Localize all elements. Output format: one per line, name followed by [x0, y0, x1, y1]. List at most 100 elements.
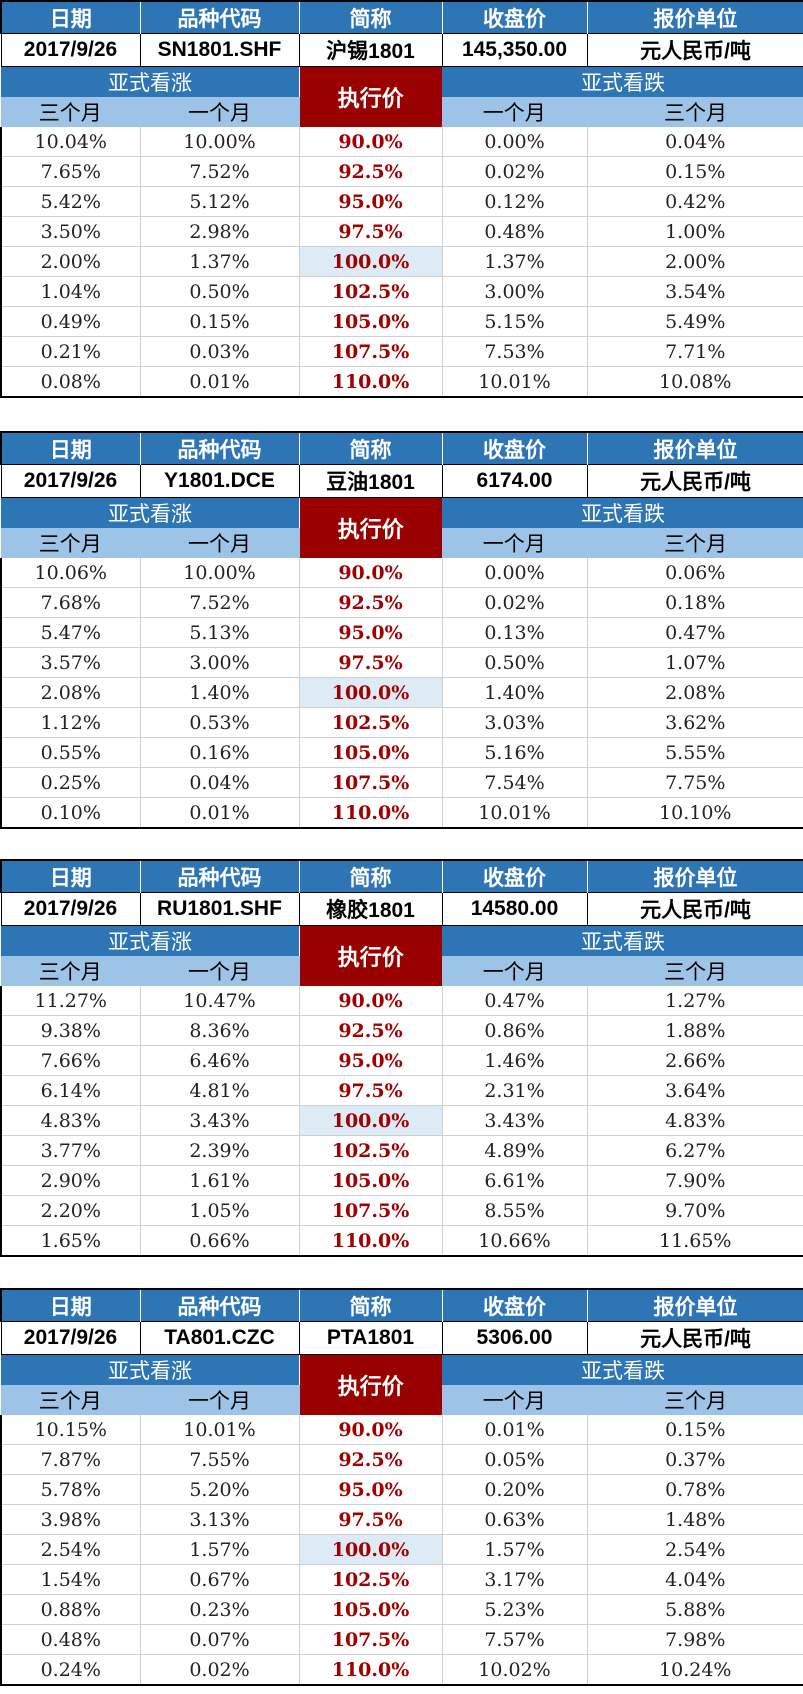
- call-3m-cell: 7.87%: [0, 1444, 141, 1475]
- call-3m-cell: 2.08%: [0, 677, 141, 708]
- call-3m-cell: 7.68%: [0, 587, 141, 618]
- call-1m-cell: 1.57%: [140, 1534, 300, 1565]
- call-1m-cell: 0.16%: [140, 737, 300, 768]
- call-3m-cell: 5.78%: [0, 1474, 141, 1505]
- put-3m-cell: 0.47%: [587, 617, 803, 648]
- date-value: 2017/9/26: [0, 892, 141, 926]
- code-header: 品种代码: [139, 1288, 300, 1322]
- put-1m-cell: 0.50%: [442, 647, 588, 678]
- table-row: 6.14% 4.81% 97.5% 2.31% 3.64%: [0, 1075, 803, 1106]
- strike-cell: 90.0%: [299, 558, 443, 588]
- put-group-header: 亚式看跌: [442, 925, 803, 956]
- call-3m-cell: 0.88%: [0, 1594, 141, 1625]
- strike-cell: 92.5%: [299, 587, 443, 618]
- call-3m-cell: 10.15%: [0, 1415, 141, 1445]
- header-row: 日期 品种代码 简称 收盘价 报价单位: [0, 1288, 803, 1322]
- put-3m-cell: 10.08%: [587, 366, 803, 398]
- call-1m-cell: 5.20%: [140, 1474, 300, 1505]
- strike-header: 执行价: [299, 497, 442, 558]
- put-3m-cell: 0.15%: [587, 1415, 803, 1445]
- strike-cell: 102.5%: [299, 707, 443, 738]
- call-3m-cell: 1.04%: [0, 276, 141, 307]
- call-1m-cell: 0.67%: [140, 1564, 300, 1595]
- call-3m-cell: 3.50%: [0, 216, 141, 247]
- close-header: 收盘价: [441, 859, 588, 893]
- put-3m-cell: 7.71%: [587, 336, 803, 367]
- table-row: 2.20% 1.05% 107.5% 8.55% 9.70%: [0, 1195, 803, 1226]
- table-row: 0.21% 0.03% 107.5% 7.53% 7.71%: [0, 336, 803, 367]
- name-value: 沪锡1801: [298, 33, 443, 67]
- call-1m-cell: 1.37%: [140, 246, 300, 277]
- put-3m-cell: 10.10%: [587, 797, 803, 829]
- put-3m-cell: 5.49%: [587, 306, 803, 337]
- strike-cell: 90.0%: [299, 1415, 443, 1445]
- put-3m-cell: 3.54%: [587, 276, 803, 307]
- unit-value: 元人民币/吨: [586, 464, 803, 498]
- call-3m-cell: 0.48%: [0, 1624, 141, 1655]
- call-1m-cell: 7.55%: [140, 1444, 300, 1475]
- subheader-row: 三个月 一个月 一个月 三个月: [1, 528, 803, 558]
- call-3m-cell: 3.98%: [0, 1504, 141, 1535]
- subheader-row: 三个月 一个月 一个月 三个月: [1, 97, 803, 127]
- unit-header: 报价单位: [586, 0, 803, 34]
- table-row: 3.57% 3.00% 97.5% 0.50% 1.07%: [0, 647, 803, 678]
- table-row: 0.49% 0.15% 105.0% 5.15% 5.49%: [0, 306, 803, 337]
- put-3m-cell: 1.27%: [587, 986, 803, 1016]
- header-row: 日期 品种代码 简称 收盘价 报价单位: [0, 0, 803, 34]
- name-value: 豆油1801: [298, 464, 443, 498]
- put-3m-header: 三个月: [587, 1385, 803, 1415]
- name-header: 简称: [298, 1288, 443, 1322]
- table-row: 7.66% 6.46% 95.0% 1.46% 2.66%: [0, 1045, 803, 1076]
- strike-cell: 97.5%: [299, 1075, 443, 1106]
- call-1m-cell: 0.23%: [140, 1594, 300, 1625]
- call-1m-cell: 2.98%: [140, 216, 300, 247]
- info-row: 2017/9/26 RU1801.SHF 橡胶1801 14580.00 元人民…: [0, 892, 803, 926]
- table-row: 0.88% 0.23% 105.0% 5.23% 5.88%: [0, 1594, 803, 1625]
- call-1m-cell: 1.05%: [140, 1195, 300, 1226]
- code-header: 品种代码: [139, 431, 300, 465]
- call-1m-cell: 0.03%: [140, 336, 300, 367]
- group-row: 亚式看涨 执行价 亚式看跌: [1, 925, 803, 986]
- table-row: 1.12% 0.53% 102.5% 3.03% 3.62%: [0, 707, 803, 738]
- strike-header: 执行价: [299, 1354, 442, 1415]
- strike-cell: 107.5%: [299, 336, 443, 367]
- table-row: 1.04% 0.50% 102.5% 3.00% 3.54%: [0, 276, 803, 307]
- put-1m-cell: 5.15%: [442, 306, 588, 337]
- strike-cell: 90.0%: [299, 986, 443, 1016]
- put-1m-cell: 3.17%: [442, 1564, 588, 1595]
- call-1m-cell: 3.13%: [140, 1504, 300, 1535]
- put-1m-cell: 10.01%: [442, 366, 588, 398]
- put-1m-cell: 0.20%: [442, 1474, 588, 1505]
- put-1m-cell: 0.63%: [442, 1504, 588, 1535]
- call-3m-cell: 1.12%: [0, 707, 141, 738]
- put-1m-cell: 0.02%: [442, 156, 588, 187]
- call-3m-cell: 0.55%: [0, 737, 141, 768]
- put-1m-cell: 0.01%: [442, 1415, 588, 1445]
- call-1m-cell: 2.39%: [140, 1135, 300, 1166]
- put-3m-cell: 1.48%: [587, 1504, 803, 1535]
- call-3m-cell: 2.20%: [0, 1195, 141, 1226]
- unit-header: 报价单位: [586, 1288, 803, 1322]
- call-1m-cell: 10.00%: [140, 558, 300, 588]
- table-row: 5.78% 5.20% 95.0% 0.20% 0.78%: [0, 1474, 803, 1505]
- table-row: 3.77% 2.39% 102.5% 4.89% 6.27%: [0, 1135, 803, 1166]
- put-1m-cell: 7.53%: [442, 336, 588, 367]
- code-value: TA801.CZC: [139, 1321, 300, 1355]
- call-1m-header: 一个月: [140, 97, 300, 127]
- header-row: 日期 品种代码 简称 收盘价 报价单位: [0, 431, 803, 465]
- put-3m-cell: 3.64%: [587, 1075, 803, 1106]
- call-3m-cell: 10.06%: [0, 558, 141, 588]
- table-row: 10.06% 10.00% 90.0% 0.00% 0.06%: [0, 558, 803, 588]
- strike-cell: 105.0%: [299, 737, 443, 768]
- code-header: 品种代码: [139, 859, 300, 893]
- call-3m-cell: 2.90%: [0, 1165, 141, 1196]
- put-1m-cell: 10.02%: [442, 1654, 588, 1686]
- put-3m-cell: 2.08%: [587, 677, 803, 708]
- call-3m-header: 三个月: [1, 956, 141, 986]
- call-1m-cell: 4.81%: [140, 1075, 300, 1106]
- call-1m-cell: 7.52%: [140, 587, 300, 618]
- strike-cell: 97.5%: [299, 1504, 443, 1535]
- put-1m-cell: 0.86%: [442, 1015, 588, 1046]
- close-header: 收盘价: [441, 0, 588, 34]
- call-group-header: 亚式看涨: [1, 925, 299, 956]
